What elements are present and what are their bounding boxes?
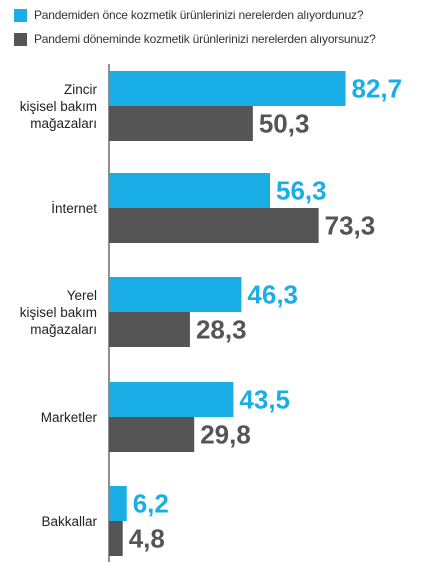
bar-before (109, 486, 127, 521)
data-label: 28,3 (196, 315, 247, 345)
category-label: Zincir (64, 82, 98, 97)
data-label: 43,5 (239, 385, 290, 415)
data-label: 50,3 (259, 109, 310, 139)
category-label: kişisel bakım (20, 305, 97, 320)
category-label: mağazaları (30, 322, 97, 337)
bar-before (109, 277, 242, 312)
bar-during (109, 208, 319, 243)
data-label: 82,7 (352, 74, 403, 104)
legend-label-before: Pandemiden önce kozmetik ürünlerinizi ne… (34, 8, 364, 22)
category-label: Marketler (41, 410, 98, 425)
data-label: 56,3 (276, 176, 327, 206)
legend-item-before: Pandemiden önce kozmetik ürünlerinizi ne… (14, 6, 376, 24)
legend: Pandemiden önce kozmetik ürünlerinizi ne… (14, 6, 376, 54)
category-label: mağazaları (30, 116, 97, 131)
bar-during (109, 417, 195, 452)
category-label: Bakkallar (41, 514, 97, 529)
category-label: İnternet (51, 201, 97, 216)
data-label: 6,2 (133, 489, 169, 519)
legend-swatch-before (14, 8, 27, 22)
legend-swatch-during (14, 32, 27, 46)
bar-before (109, 382, 234, 417)
bar-during (109, 312, 190, 347)
data-label: 4,8 (129, 524, 165, 554)
category-label: kişisel bakım (20, 99, 97, 114)
bar-during (109, 521, 123, 556)
bar-during (109, 106, 253, 141)
bar-before (109, 173, 271, 208)
data-label: 46,3 (247, 280, 298, 310)
bar-before (109, 71, 346, 106)
data-label: 73,3 (325, 211, 376, 241)
legend-item-during: Pandemi döneminde kozmetik ürünlerinizi … (14, 30, 376, 48)
category-label: Yerel (67, 288, 97, 303)
legend-label-during: Pandemi döneminde kozmetik ürünlerinizi … (34, 32, 376, 46)
data-label: 29,8 (200, 420, 251, 450)
